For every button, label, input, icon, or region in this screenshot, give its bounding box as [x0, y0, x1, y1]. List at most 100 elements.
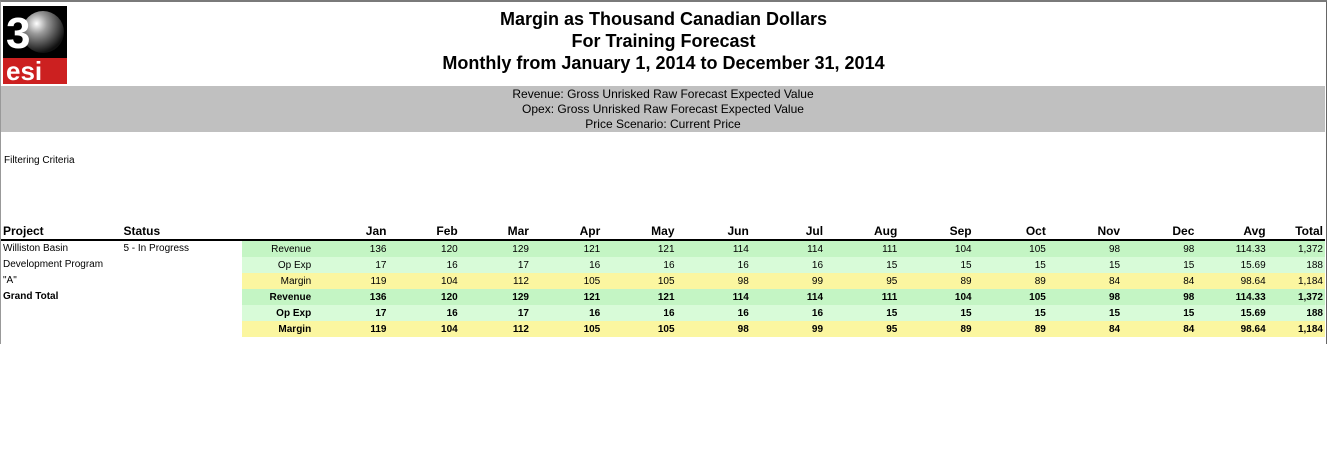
value-cell: 84: [1047, 273, 1123, 289]
empty-cell: [121, 273, 241, 289]
value-cell: 104: [388, 321, 460, 337]
value-cell: 119: [317, 273, 389, 289]
month-header: Feb: [436, 224, 458, 238]
value-cell: 15: [973, 305, 1048, 321]
filtering-criteria-label: Filtering Criteria: [4, 155, 75, 166]
value-cell: 98.64: [1196, 321, 1268, 337]
settings-band: Revenue: Gross Unrisked Raw Forecast Exp…: [1, 86, 1325, 132]
value-cell: 16: [602, 305, 677, 321]
revenue-setting: Revenue: Gross Unrisked Raw Forecast Exp…: [512, 87, 814, 101]
value-cell: 98.64: [1196, 273, 1268, 289]
value-cell: 84: [1047, 321, 1123, 337]
measure-label: Op Exp: [241, 305, 318, 321]
value-cell: 16: [750, 257, 826, 273]
value-cell: 1,184: [1267, 273, 1325, 289]
value-cell: 120: [388, 289, 460, 305]
value-cell: 15: [1047, 305, 1123, 321]
value-cell: 121: [602, 240, 677, 257]
value-cell: 104: [388, 273, 460, 289]
project-name-line: Development Program: [3, 259, 104, 270]
value-cell: 16: [676, 305, 751, 321]
month-header: Aug: [873, 224, 898, 238]
value-cell: 98: [1122, 289, 1197, 305]
value-cell: 105: [602, 321, 677, 337]
value-cell: 129: [459, 289, 531, 305]
value-cell: 136: [317, 240, 389, 257]
month-header: Jun: [727, 224, 749, 238]
value-cell: 112: [459, 273, 531, 289]
value-cell: 114.33: [1196, 289, 1268, 305]
value-cell: 121: [602, 289, 677, 305]
esi-logo: 3 esi: [3, 6, 67, 86]
value-cell: 95: [825, 273, 900, 289]
value-cell: 98: [1047, 240, 1123, 257]
grand-total-row: Op Exp 17 16 17 16 16 16 16 15 15 15 15 15 15.69 188: [1, 305, 1325, 321]
value-cell: 114: [676, 240, 751, 257]
value-cell: 111: [825, 240, 900, 257]
value-cell: 15: [899, 305, 974, 321]
value-cell: 114: [676, 289, 751, 305]
value-cell: 89: [973, 321, 1048, 337]
value-cell: 111: [825, 289, 900, 305]
month-header: Oct: [1025, 224, 1046, 238]
empty-cell: [1, 321, 121, 337]
value-cell: 95: [825, 321, 900, 337]
value-cell: 105: [602, 273, 677, 289]
value-cell: 15: [899, 257, 974, 273]
value-cell: 15: [825, 257, 900, 273]
table-header-row: Project Status Jan Feb Mar Apr May Jun J…: [1, 222, 1325, 240]
project-status: 5 - In Progress: [123, 243, 190, 254]
value-cell: 105: [973, 289, 1048, 305]
value-cell: 120: [388, 240, 460, 257]
value-cell: 17: [317, 305, 389, 321]
report-title-line1: Margin as Thousand Canadian Dollars: [499, 9, 828, 29]
value-cell: 84: [1122, 273, 1197, 289]
value-cell: 15: [973, 257, 1048, 273]
value-cell: 17: [459, 305, 531, 321]
value-cell: 15: [1047, 257, 1123, 273]
value-cell: 89: [899, 321, 974, 337]
measure-label: Margin: [241, 321, 318, 337]
opex-setting: Opex: Gross Unrisked Raw Forecast Expect…: [522, 102, 804, 116]
measure-label: Revenue: [241, 240, 318, 257]
grand-total-row: Grand Total Revenue 136 120 129 121 121 114 114 1…: [1, 289, 1325, 305]
value-cell: 89: [899, 273, 974, 289]
project-row: "A" Margin 119 104 112 105 105 98 99 95 89 89 84 84 98…: [1, 273, 1325, 289]
value-cell: 17: [459, 257, 531, 273]
value-cell: 98: [1047, 289, 1123, 305]
measure-header: [242, 222, 317, 240]
value-cell: 98: [676, 321, 751, 337]
value-cell: 16: [676, 257, 751, 273]
value-cell: 105: [530, 321, 603, 337]
report-title-line3: Monthly from January 1, 2014 to December…: [442, 53, 885, 73]
month-header: Jul: [805, 224, 824, 238]
value-cell: 1,372: [1267, 289, 1325, 305]
value-cell: 99: [750, 273, 826, 289]
value-cell: 15: [825, 305, 900, 321]
value-cell: 129: [459, 240, 531, 257]
project-name-line: Williston Basin: [3, 243, 69, 254]
logo-number: 3: [6, 9, 30, 58]
logo-text: esi: [6, 56, 42, 84]
month-header: Dec: [1172, 224, 1195, 238]
value-cell: 104: [899, 240, 974, 257]
value-cell: 105: [973, 240, 1048, 257]
value-cell: 16: [388, 257, 460, 273]
grand-total-row: Margin 119 104 112 105 105 98 99 95 89 89 84 84 98.64…: [1, 321, 1325, 337]
value-cell: 15.69: [1196, 257, 1268, 273]
empty-cell: [1, 305, 121, 321]
value-cell: 15: [1122, 305, 1197, 321]
measure-label: Margin: [241, 273, 318, 289]
month-header: Sep: [949, 224, 972, 238]
value-cell: 188: [1267, 257, 1325, 273]
empty-cell: [121, 289, 241, 305]
value-cell: 16: [750, 305, 826, 321]
status-header: Status: [123, 224, 161, 238]
margin-table: Project Status Jan Feb Mar Apr May Jun J…: [1, 222, 1325, 337]
month-header: Apr: [579, 224, 601, 238]
value-cell: 1,184: [1267, 321, 1325, 337]
value-cell: 98: [1122, 240, 1197, 257]
month-header: Mar: [507, 224, 529, 238]
value-cell: 99: [750, 321, 826, 337]
month-header: Jan: [365, 224, 387, 238]
